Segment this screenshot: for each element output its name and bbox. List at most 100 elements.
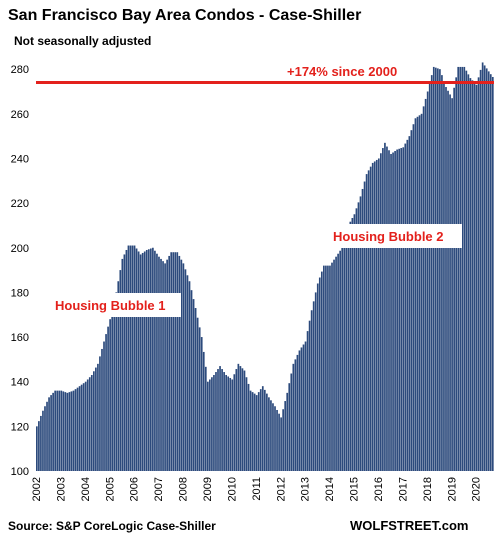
bar — [261, 386, 264, 471]
bar — [99, 356, 101, 471]
bar — [377, 158, 380, 471]
bar — [117, 281, 120, 471]
annotation-bubble-1-text: Housing Bubble 1 — [55, 298, 166, 313]
bar — [156, 253, 158, 471]
bar — [105, 334, 107, 471]
annotation-bubble-2-box — [328, 224, 462, 248]
bar — [390, 153, 392, 472]
bar — [58, 390, 61, 471]
bar — [282, 409, 284, 471]
bar — [363, 181, 366, 471]
bar — [44, 406, 46, 471]
bar — [316, 283, 319, 471]
reference-line-label: +174% since 2000 — [287, 64, 397, 79]
bar — [164, 263, 166, 471]
bar — [125, 249, 128, 471]
bar — [463, 66, 466, 472]
bar — [292, 363, 295, 471]
x-tick-label: 2017 — [397, 477, 409, 501]
bar — [90, 375, 93, 471]
bar — [367, 170, 370, 471]
bar — [355, 208, 358, 471]
bar — [253, 393, 256, 471]
bar — [408, 136, 411, 471]
bar — [394, 151, 396, 471]
bar — [204, 366, 207, 471]
bar — [481, 62, 484, 472]
bar — [351, 217, 354, 471]
y-tick-label: 260 — [11, 109, 29, 121]
bar — [457, 66, 460, 472]
bar — [441, 75, 443, 472]
bar — [170, 252, 173, 471]
bar — [174, 252, 177, 471]
bar — [200, 337, 203, 471]
bar — [447, 90, 449, 472]
bar — [247, 383, 250, 471]
y-tick-label: 220 — [11, 198, 29, 210]
source-note: Source: S&P CoreLogic Case-Shiller — [8, 519, 216, 533]
bar — [152, 247, 154, 471]
bar — [119, 270, 122, 471]
bar — [38, 421, 40, 471]
bar — [259, 389, 262, 471]
bar — [449, 94, 451, 472]
bar — [333, 259, 335, 471]
bar — [184, 269, 187, 471]
y-tick-label: 180 — [11, 287, 29, 299]
bar — [432, 66, 435, 472]
brand-label: WOLFSTREET.com — [350, 518, 468, 533]
bar — [215, 372, 217, 471]
bar — [129, 245, 132, 471]
x-tick-label: 2013 — [300, 477, 312, 501]
bar — [375, 159, 378, 471]
bar — [172, 252, 175, 471]
bar — [398, 148, 401, 472]
bar — [314, 292, 317, 471]
bar — [66, 392, 69, 471]
bar — [320, 271, 323, 471]
x-tick-label: 2020 — [471, 477, 483, 501]
x-tick-label: 2018 — [422, 477, 434, 501]
bar — [451, 98, 453, 472]
bar — [487, 71, 490, 471]
bar — [359, 196, 362, 471]
bar — [227, 376, 230, 471]
y-tick-label: 160 — [11, 332, 29, 344]
bar — [182, 263, 185, 471]
bar — [115, 292, 118, 471]
bar — [341, 247, 344, 471]
bar — [410, 130, 413, 471]
bar — [404, 143, 407, 471]
bar — [255, 395, 258, 471]
bar — [310, 310, 313, 471]
bar — [229, 377, 232, 471]
bar — [412, 124, 415, 471]
bar — [268, 397, 270, 471]
bar — [36, 426, 38, 471]
bar — [74, 389, 77, 471]
bar — [50, 395, 52, 471]
bar — [60, 390, 63, 471]
bar — [329, 265, 331, 471]
bar — [455, 77, 458, 471]
bar — [111, 310, 114, 471]
bar — [469, 78, 472, 471]
bar — [186, 275, 189, 471]
x-tick-label: 2015 — [349, 477, 361, 501]
bar — [274, 406, 276, 471]
bar — [318, 277, 321, 471]
bar — [439, 69, 441, 471]
bar — [312, 301, 315, 471]
bar — [426, 91, 429, 472]
bar — [477, 77, 480, 471]
y-tick-label: 120 — [11, 421, 29, 433]
bar — [386, 146, 388, 472]
bar — [233, 374, 236, 471]
bar — [382, 148, 384, 472]
bar — [78, 386, 81, 471]
bar — [270, 400, 272, 471]
bar — [219, 366, 221, 471]
bar — [209, 379, 211, 471]
bar — [475, 84, 478, 471]
